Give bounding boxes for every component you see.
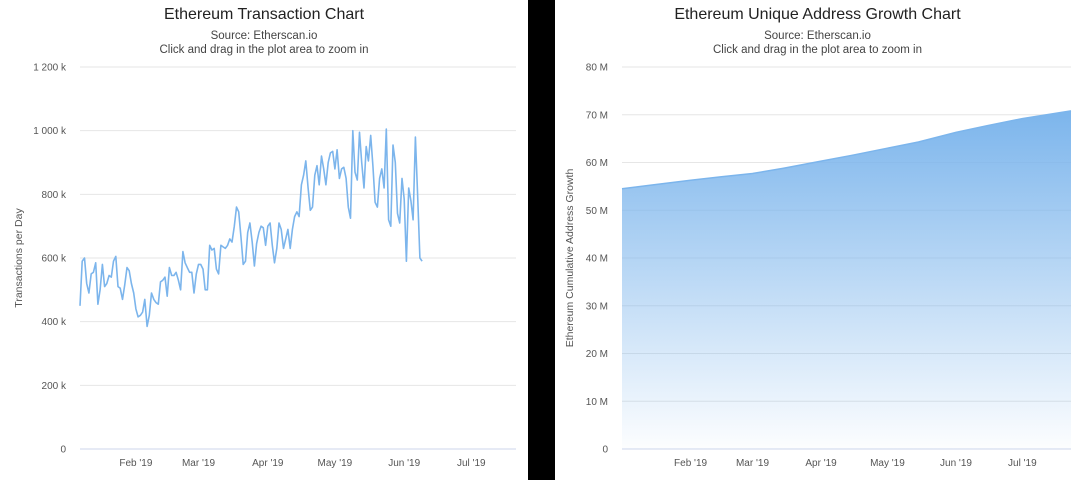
x-tick-label: Mar '19 <box>736 458 769 469</box>
series-line <box>79 128 423 328</box>
y-tick-label: 50 M <box>586 206 608 217</box>
y-tick-label: 30 M <box>586 301 608 312</box>
x-tick-label: Jun '19 <box>388 458 420 469</box>
chart-title: Ethereum Transaction Chart <box>163 6 365 23</box>
y-tick-label: 80 M <box>586 63 608 74</box>
y-tick-label: 1 000 k <box>33 126 67 137</box>
transaction-chart-panel: Ethereum Transaction Chart Source: Ether… <box>0 0 528 480</box>
chart-zoom-hint: Click and drag in the plot area to zoom … <box>159 44 369 56</box>
x-tick-label: Feb '19 <box>674 458 707 469</box>
series-area <box>622 110 1071 450</box>
y-tick-label: 800 k <box>42 190 67 201</box>
x-tick-label: Apr '19 <box>252 458 284 469</box>
y-tick-label: 1 200 k <box>33 63 67 74</box>
x-tick-label: Jun '19 <box>940 458 972 469</box>
y-tick-label: 600 k <box>42 254 67 265</box>
y-tick-label: 10 M <box>586 397 608 408</box>
y-tick-label: 400 k <box>42 317 67 328</box>
address-growth-chart-plot[interactable]: 0 10 M 20 M 30 M 40 M 50 M 60 M 70 M 80 M Feb '19… <box>555 0 1080 480</box>
y-tick-label: 40 M <box>586 254 608 265</box>
chart-zoom-hint: Click and drag in the plot area to zoom … <box>712 44 923 56</box>
y-tick-label: 20 M <box>586 349 608 360</box>
x-tick-label: Feb '19 <box>119 458 152 469</box>
y-tick-label: 200 k <box>42 381 67 392</box>
address-growth-chart-panel: Ethereum Unique Address Growth Chart Sou… <box>555 0 1080 480</box>
chart-title: Ethereum Unique Address Growth Chart <box>674 6 961 23</box>
chart-source: Source: Etherscan.io <box>210 30 318 42</box>
y-tick-label: 0 <box>602 445 608 456</box>
y-axis-title: Ethereum Cumulative Address Growth <box>564 169 576 348</box>
transaction-chart-plot[interactable]: 0 200 k 400 k 600 k 800 k 1 000 k 1 200 k Feb '… <box>0 0 528 480</box>
y-tick-label: 60 M <box>586 158 608 169</box>
x-tick-label: May '19 <box>318 458 353 469</box>
x-tick-label: Apr '19 <box>805 458 837 469</box>
x-tick-label: Jul '19 <box>1008 458 1037 469</box>
x-tick-label: May '19 <box>870 458 905 469</box>
y-tick-label: 70 M <box>586 110 608 121</box>
chart-source: Source: Etherscan.io <box>764 30 871 42</box>
y-tick-label: 0 <box>60 445 66 456</box>
series-line <box>621 110 1072 190</box>
x-tick-label: Jul '19 <box>457 458 486 469</box>
y-axis-title: Transactions per Day <box>13 208 25 308</box>
x-tick-label: Mar '19 <box>182 458 215 469</box>
